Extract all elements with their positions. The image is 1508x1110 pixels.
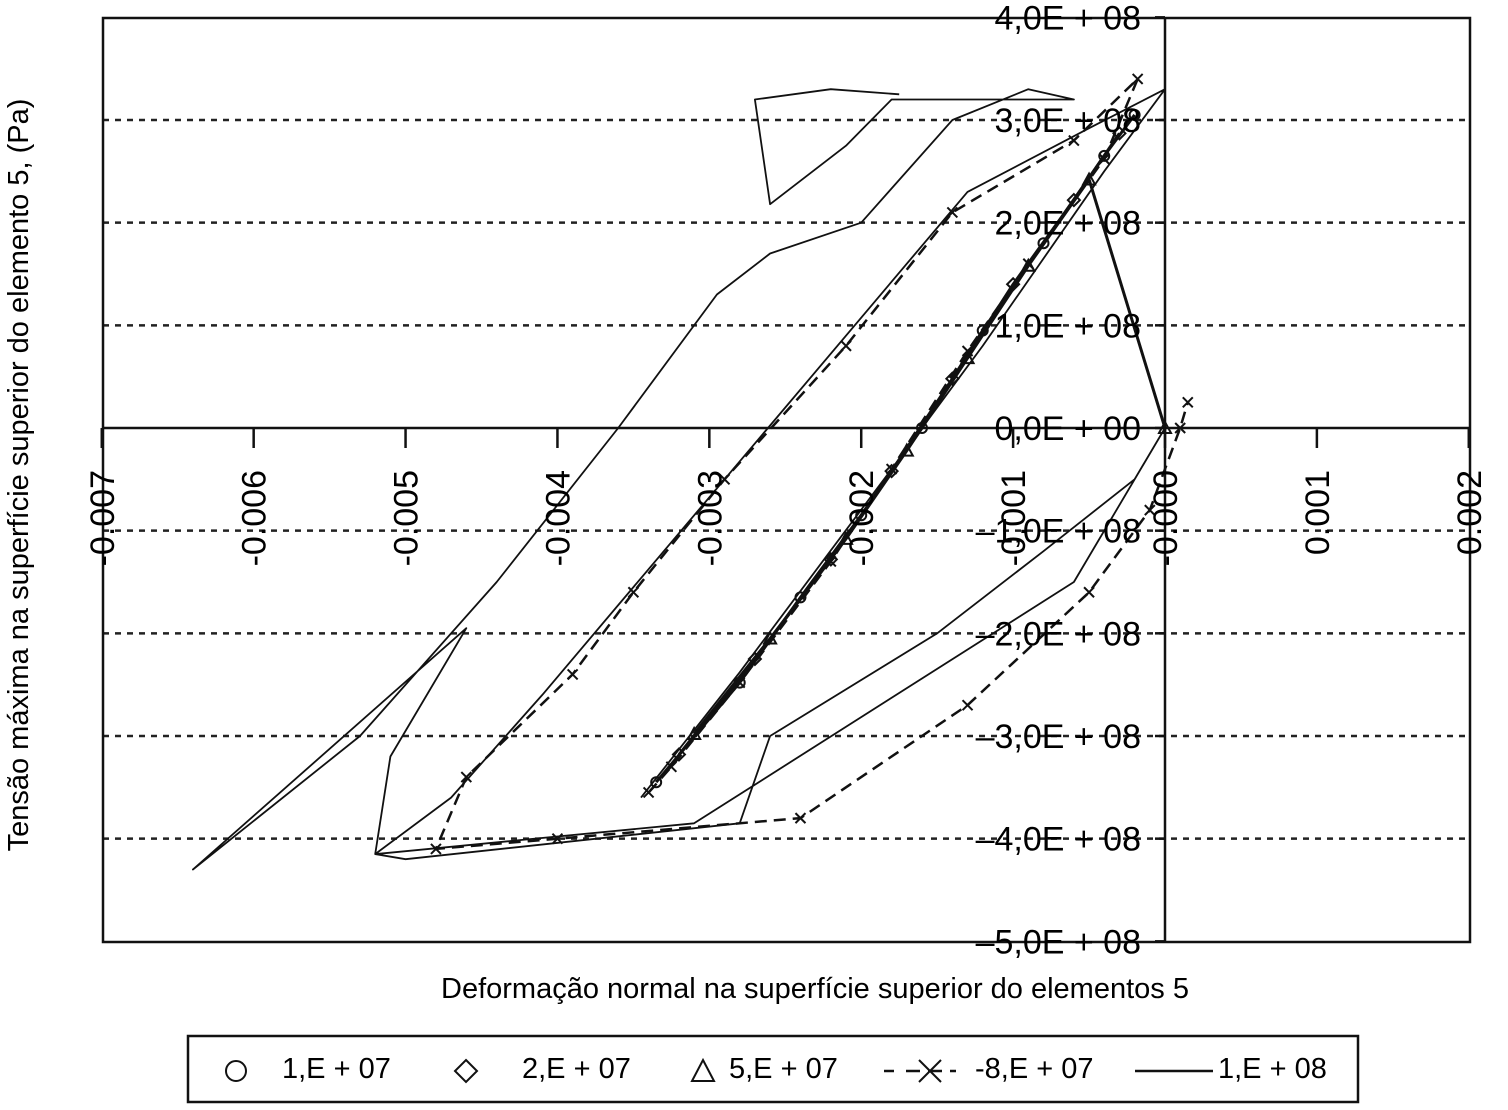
y-tick-labels: 4,0E + 08 3,0E + 08 2,0E + 08 1,0E + 08 0,0E… [976, 0, 1141, 961]
data-point [1112, 125, 1127, 141]
data-point [627, 586, 640, 598]
data-point [225, 1060, 247, 1082]
data-point [961, 345, 974, 357]
data-point [1022, 258, 1035, 270]
x-tick-label: 0.002 [1451, 470, 1489, 555]
data-point [671, 747, 687, 762]
series-solid-group [192, 88, 1166, 871]
data-point [1131, 73, 1144, 85]
data-point [1098, 153, 1110, 165]
y-tick-label: 3,0E + 08 [994, 102, 1141, 140]
data-point [961, 699, 974, 711]
x-tick-label: -0.005 [388, 470, 426, 566]
data-point [1081, 171, 1097, 186]
legend-label: 5,E + 07 [729, 1053, 838, 1085]
data-point [734, 676, 746, 689]
data-point [460, 771, 473, 783]
data-point [1020, 257, 1036, 272]
series-group [192, 73, 1194, 871]
y-axis-title: Tensão máxima na superfície superior do … [3, 99, 35, 852]
y-tick-label: –3,0E + 08 [976, 718, 1141, 756]
legend-label: 2,E + 07 [522, 1053, 631, 1085]
x-tick-label: -0.003 [691, 470, 729, 566]
legend-entry: 1,E + 08 [1135, 1053, 1327, 1085]
x-axis-title: Deformação normal na superfície superior… [441, 973, 1189, 1005]
x-tick-label: -0.000 [1147, 470, 1185, 566]
y-tick-label: –5,0E + 08 [976, 923, 1141, 961]
y-tick-label: –2,0E + 08 [976, 615, 1141, 653]
legend: 1,E + 07 2,E + 07 5,E + 07 -8,E + 07 1,E + 0… [186, 1034, 1360, 1104]
data-point [1157, 419, 1173, 434]
y-tick-label: 0,0E + 00 [994, 410, 1141, 448]
x-tick-label: -0.001 [995, 470, 1033, 566]
legend-entry: 2,E + 07 [453, 1053, 631, 1085]
series-line [192, 88, 1166, 871]
series-line [692, 176, 1167, 735]
data-point [1037, 237, 1050, 250]
y-tick-label: 1,0E + 08 [994, 307, 1141, 345]
x-tick-label: -0.006 [236, 470, 274, 566]
data-point [642, 786, 655, 799]
x-tick-label: -0.004 [539, 470, 577, 566]
y-tick-label: 4,0E + 08 [994, 0, 1141, 37]
data-point [794, 812, 807, 824]
data-point [566, 668, 579, 681]
legend-entry: 5,E + 07 [690, 1053, 838, 1085]
data-point [690, 1057, 716, 1082]
y-tick-label: –1,0E + 08 [976, 513, 1141, 551]
data-point [1182, 396, 1194, 409]
data-point [840, 340, 852, 352]
data-point [918, 1059, 942, 1083]
data-point [1128, 108, 1141, 121]
legend-label: 1,E + 08 [1218, 1053, 1327, 1085]
axes [100, 16, 1471, 943]
y-tick-label: –4,0E + 08 [976, 821, 1141, 859]
data-point [946, 206, 959, 219]
legend-label: 1,E + 07 [282, 1053, 391, 1085]
data-point [838, 530, 854, 545]
data-point [453, 1058, 479, 1084]
y-tick-label: 2,0E + 08 [994, 205, 1141, 243]
legend-entry: 1,E + 07 [225, 1053, 391, 1085]
x-tick-label: 0.001 [1299, 470, 1337, 555]
data-point [1083, 586, 1095, 598]
legend-box [186, 1034, 1360, 1104]
plot-area-border [101, 16, 1472, 944]
data-point [1144, 504, 1156, 516]
series-line [434, 77, 1189, 851]
x-tick-label: -0.007 [84, 470, 122, 566]
legend-label: -8,E + 07 [975, 1053, 1094, 1085]
x-tick-labels: -0.007 -0.006 -0.005 -0.004 -0.003 -0.002 -0.0… [84, 470, 1489, 566]
legend-entries: 1,E + 07 2,E + 07 5,E + 07 -8,E + 07 1,E + 0… [225, 1053, 1327, 1085]
x-tick-label: -0.002 [843, 470, 881, 566]
data-point [1066, 192, 1082, 208]
data-point [1174, 422, 1186, 434]
grid-lines [103, 118, 1470, 840]
legend-entry: -8,E + 07 [884, 1053, 1094, 1085]
data-point [825, 555, 837, 568]
